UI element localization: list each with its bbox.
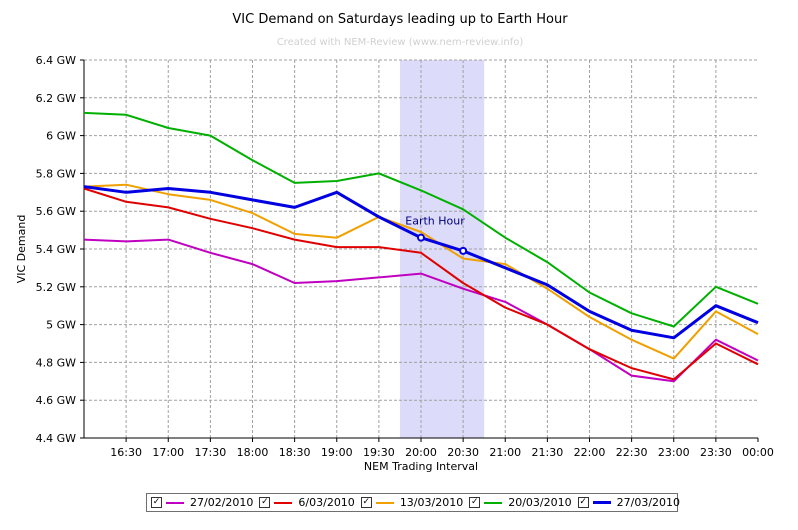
highlighted-point: [459, 246, 468, 255]
y-tick-label: 5.8 GW: [36, 167, 77, 180]
legend-label: 13/03/2010: [399, 496, 464, 509]
x-tick-label: 21:00: [489, 446, 521, 459]
legend-checkbox[interactable]: ✓: [151, 497, 162, 508]
chart-subtitle: Created with NEM-Review (www.nem-review.…: [276, 37, 524, 48]
x-tick-label: 16:30: [110, 446, 142, 459]
legend-item[interactable]: ✓ 27/02/2010: [151, 496, 253, 509]
x-tick-label: 19:30: [363, 446, 395, 459]
chart-title: VIC Demand on Saturdays leading up to Ea…: [232, 12, 568, 27]
y-axis-title: VIC Demand: [15, 215, 28, 284]
legend-swatch: [274, 501, 293, 504]
chart-legend: ✓ 27/02/2010 ✓ 6/03/2010 ✓ 13/03/2010 ✓ 20/03/2…: [146, 493, 681, 512]
y-tick-label: 5.4 GW: [36, 243, 77, 256]
chart-plot: Earth Hour 4.4 GW 4.6 GW 4.8 GW 5 GW 5.2 GW 5…: [15, 54, 774, 473]
y-tick-label: 6.4 GW: [36, 54, 77, 67]
y-tick-label: 6.2 GW: [36, 92, 77, 105]
y-tick-label: 4.8 GW: [36, 356, 77, 369]
y-tick-label: 4.6 GW: [36, 394, 77, 407]
series-line-27-02-2010: [83, 238, 759, 383]
legend-item[interactable]: ✓ 27/03/2010: [577, 496, 681, 509]
y-tick-label: 5.6 GW: [36, 205, 77, 218]
legend-swatch: [484, 501, 503, 504]
x-tick-label: 22:00: [574, 446, 606, 459]
series-line-6-03-2010: [83, 187, 759, 381]
y-tick-label: 6 GW: [46, 130, 76, 143]
x-tick-label: 20:00: [405, 446, 437, 459]
highlighted-point: [417, 233, 425, 242]
x-tick-label: 18:00: [237, 446, 269, 459]
legend-checkbox[interactable]: ✓: [577, 497, 589, 508]
series-line-13-03-2010: [83, 183, 759, 360]
legend-item[interactable]: ✓ 20/03/2010: [469, 496, 572, 509]
legend-label: 27/02/2010: [190, 496, 254, 509]
legend-item[interactable]: ✓ 6/03/2010: [259, 496, 355, 509]
legend-checkbox[interactable]: ✓: [469, 497, 481, 508]
y-tick-label: 5.2 GW: [36, 281, 77, 294]
legend-label: 27/03/2010: [616, 496, 681, 509]
y-tick-label: 4.4 GW: [36, 432, 77, 445]
x-tick-label: 21:30: [532, 446, 564, 459]
x-tick-label: 20:30: [447, 446, 479, 459]
legend-swatch: [592, 501, 611, 504]
x-tick-label: 22:30: [616, 446, 648, 459]
legend-swatch: [375, 501, 394, 504]
x-tick-label: 23:30: [700, 446, 732, 459]
x-axis-title: NEM Trading Interval: [364, 460, 478, 473]
y-tick-label: 5 GW: [46, 319, 76, 332]
x-tick-label: 17:00: [152, 446, 184, 459]
x-tick-label: 23:00: [658, 446, 690, 459]
legend-label: 20/03/2010: [508, 496, 572, 509]
x-tick-label: 00:00: [742, 446, 774, 459]
earth-hour-label: Earth Hour: [405, 215, 465, 228]
x-tick-label: 18:30: [279, 446, 311, 459]
legend-item[interactable]: ✓ 13/03/2010: [360, 496, 464, 509]
x-tick-label: 19:00: [321, 446, 353, 459]
x-tick-label: 17:30: [195, 446, 227, 459]
legend-label: 6/03/2010: [298, 496, 355, 509]
legend-swatch: [166, 501, 184, 504]
series-line-20-03-2010: [83, 111, 759, 328]
legend-checkbox[interactable]: ✓: [259, 497, 271, 508]
legend-checkbox[interactable]: ✓: [360, 497, 372, 508]
